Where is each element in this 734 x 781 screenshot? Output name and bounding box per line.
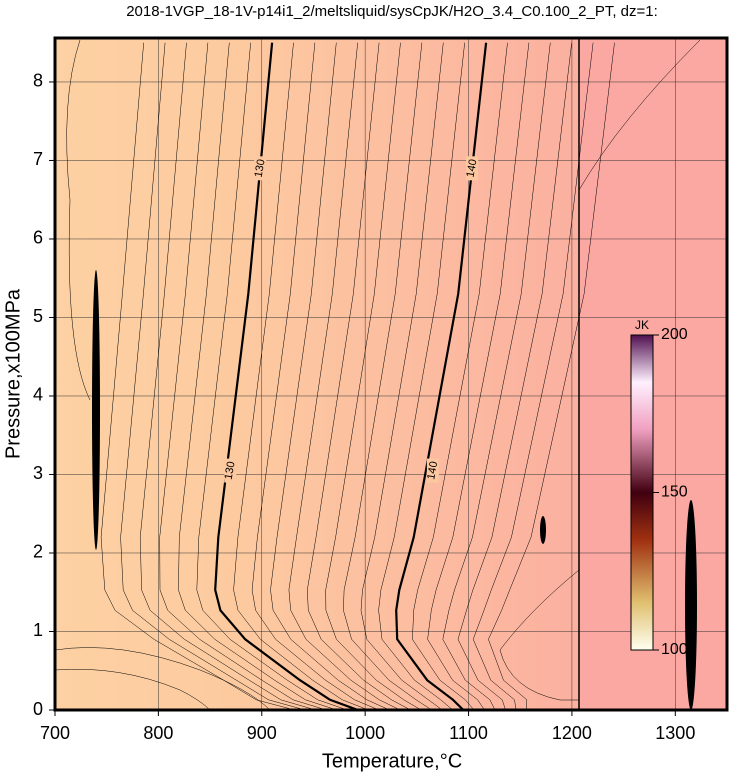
plot-area: 130 130 140 140 [55,38,701,710]
x-tick-label: 1000 [345,723,385,743]
x-axis-label: Temperature,°C [322,750,462,772]
minor-contour [488,42,615,710]
minor-contour [427,42,530,710]
contour-label: 140 [465,158,480,178]
y-axis-label: Pressure,x100MPa [2,288,24,459]
singularity [685,500,697,710]
colorbar-tick-label: 200 [661,326,688,343]
x-tick-label: 700 [40,723,70,743]
chart-title: 2018-1VGP_18-1V-p14i1_2/meltsliquid/sysC… [126,3,658,20]
minor-contour [270,42,390,710]
colorbar-label: JK [635,318,649,332]
contour-line [395,42,488,710]
minor-contour [360,42,444,710]
y-tick-label: 7 [33,149,43,169]
y-tick-label: 6 [33,228,43,248]
minor-contour [139,42,316,710]
y-tick-label: 5 [33,306,43,326]
minor-contour [307,42,411,710]
background [55,38,579,710]
singularity [92,270,100,550]
contour-label-bg [224,458,237,483]
minor-contour [288,42,401,710]
frame [53,36,729,712]
minor-contour [196,42,348,710]
y-tick-label: 3 [33,463,43,483]
boundary-contour [499,569,580,701]
boundary-contour [578,39,701,191]
minor-contour [100,42,295,710]
minor-contour [442,42,551,710]
contour-label: 130 [223,460,238,480]
contour-line [214,42,359,710]
minor-contour [159,42,327,710]
minor-contour [120,42,306,710]
minor-contour [412,42,508,710]
colorbar-tick-label: 150 [661,484,688,501]
low-contour [55,668,211,710]
minor-contour [233,42,369,710]
y-tick-label: 8 [33,71,43,91]
colorbar [630,334,654,651]
y-tick-label: 4 [33,385,43,405]
low-contour [55,647,271,710]
x-tick-label: 1100 [449,723,488,743]
contour-label: 140 [425,460,440,480]
y-tick-label: 1 [33,620,43,640]
x-tick-label: 900 [247,723,277,743]
minor-contour [343,42,432,710]
minor-contour [251,42,380,710]
colorbar-tick-label: 100 [661,641,688,658]
minor-contour [378,42,465,710]
low-contour [66,39,91,401]
x-tick-label: 1300 [655,723,695,743]
y-tick-label: 2 [33,542,43,562]
contour-label-bg [254,156,267,181]
minor-contour [178,42,337,710]
colorbar-ticks: 100 150 200 [653,326,688,658]
x-tick-label: 800 [143,723,173,743]
minor-contour [325,42,422,710]
y-tick-label: 0 [33,699,43,719]
minor-contour [472,42,594,710]
singularity [540,516,546,544]
contour-label: 130 [253,158,268,178]
x-tick-label: 1200 [552,723,592,743]
contour-label-bg [426,458,439,483]
contour-label-bg [466,156,479,181]
minor-contour [457,42,572,710]
